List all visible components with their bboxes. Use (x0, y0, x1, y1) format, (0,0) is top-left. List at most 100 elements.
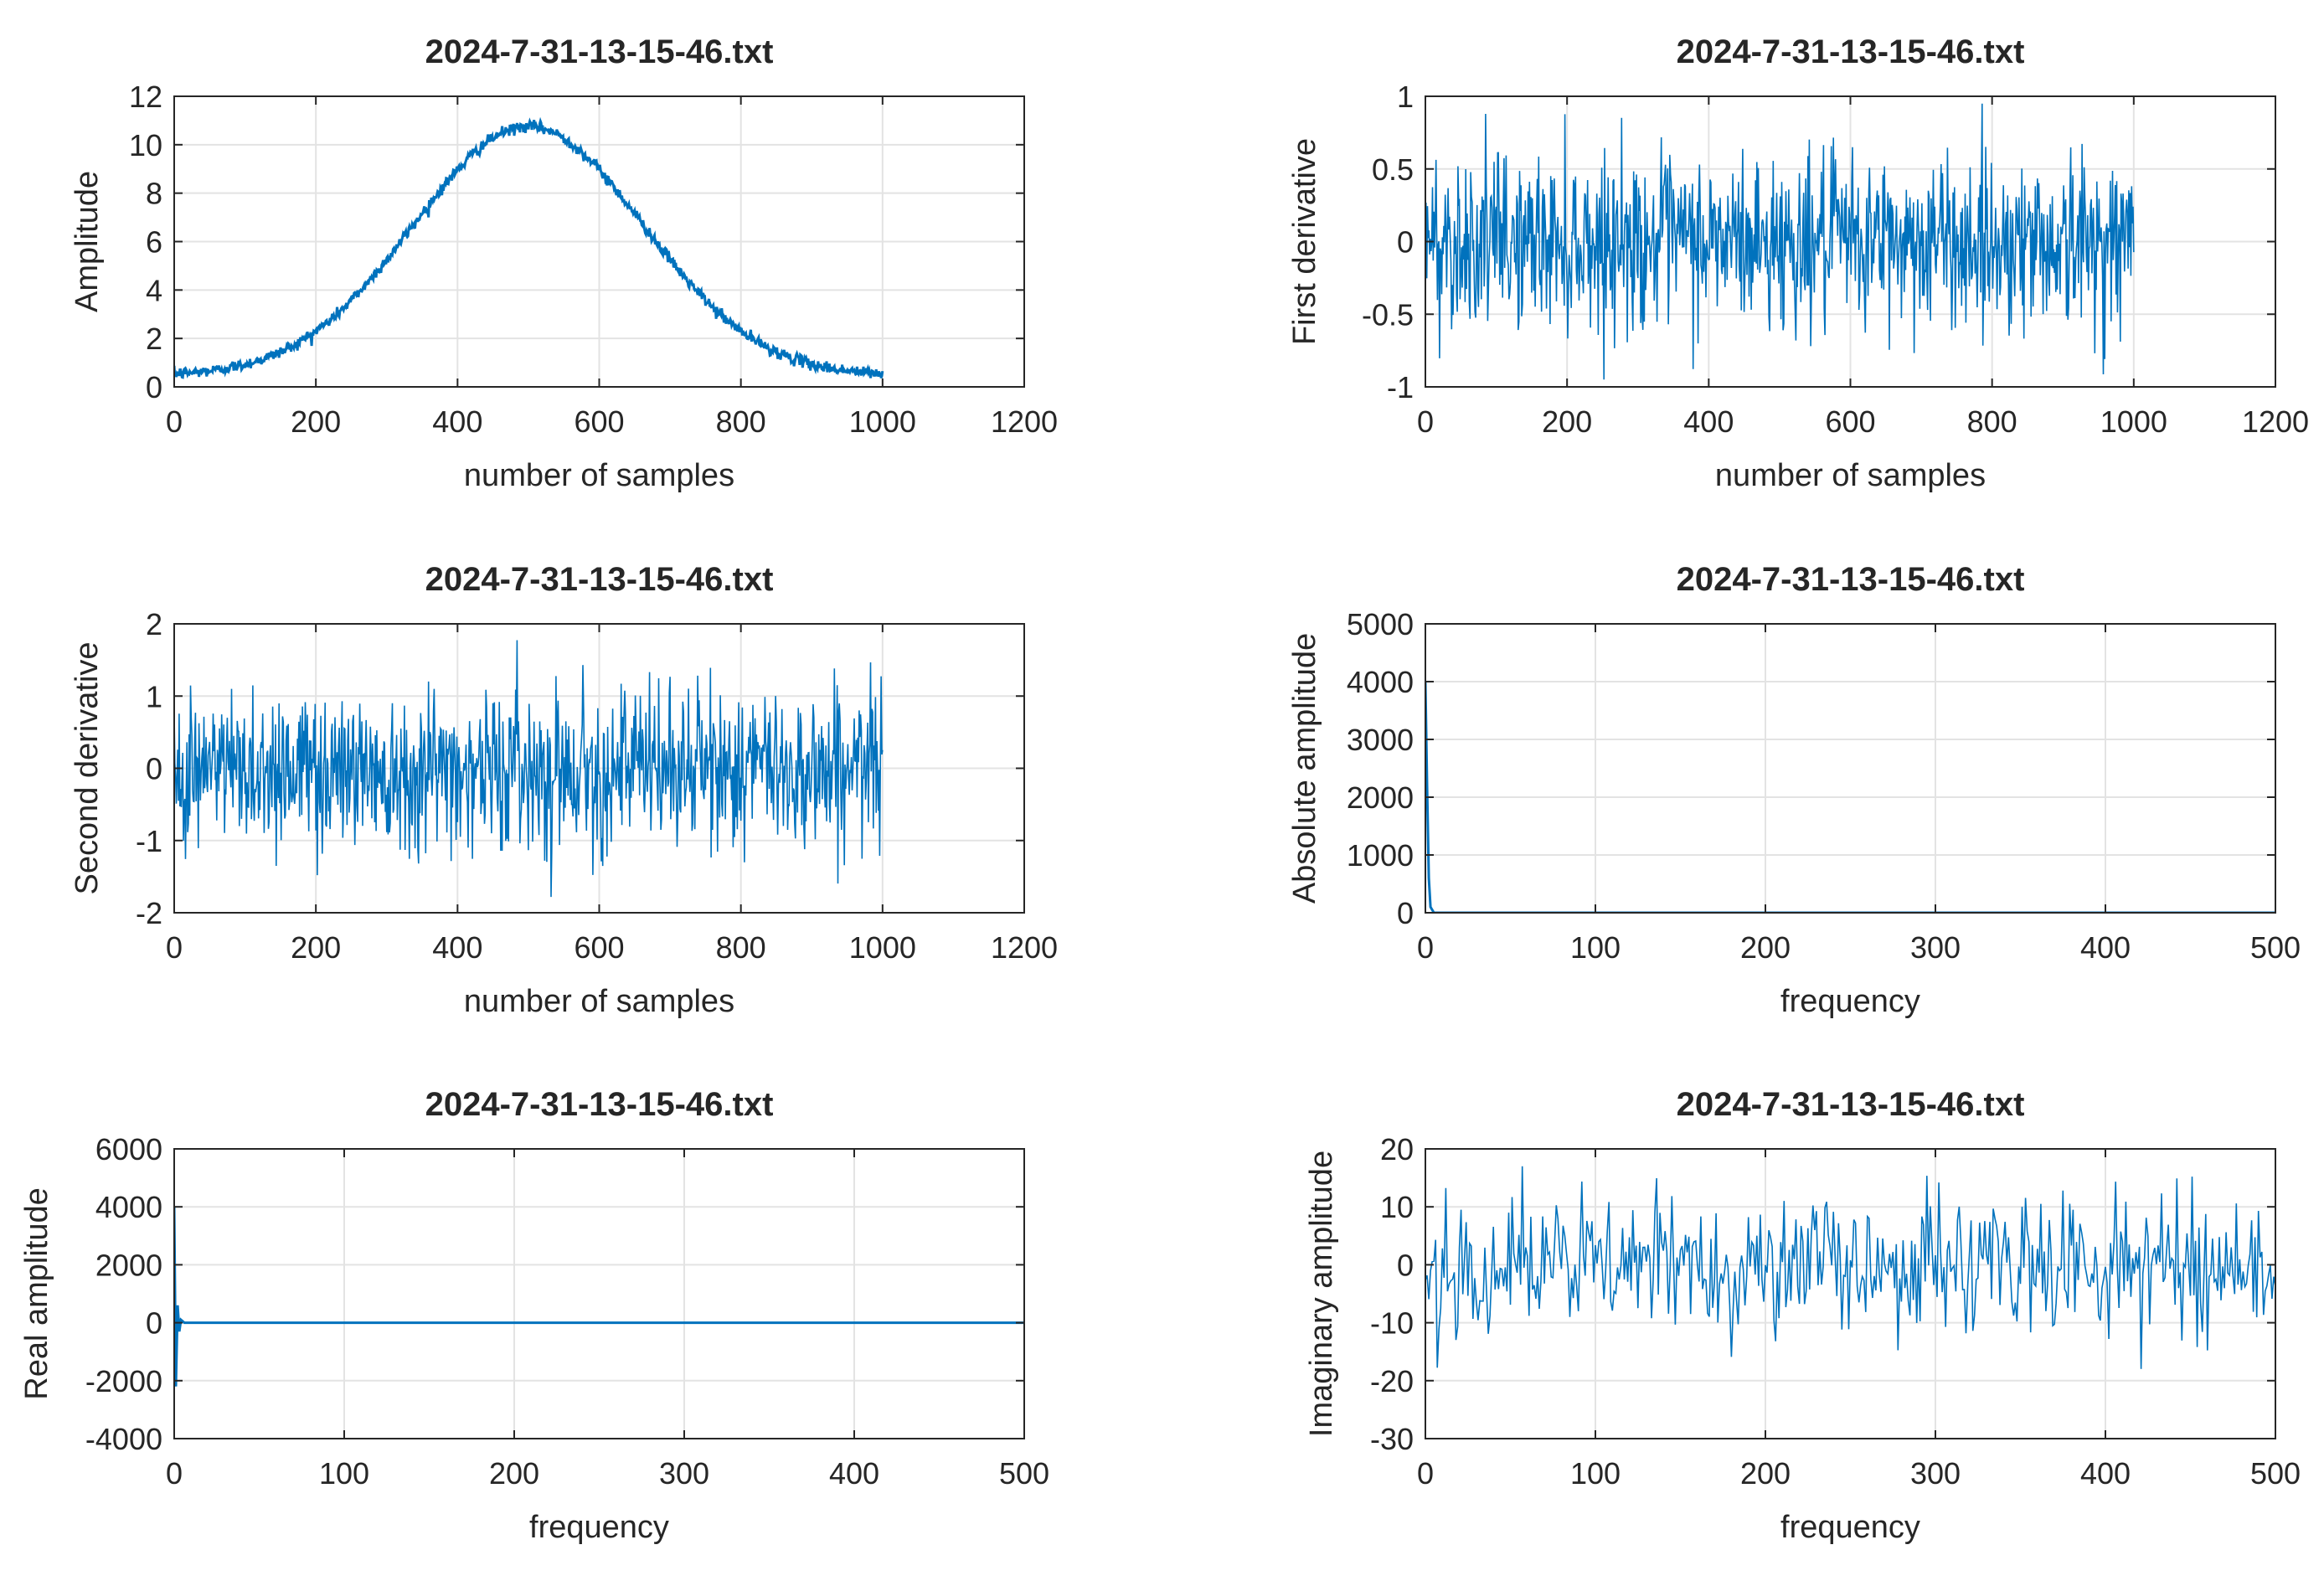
x-tick-label: 400 (829, 1456, 879, 1491)
y-tick-label: -2000 (85, 1364, 162, 1398)
y-tick-label: 12 (129, 80, 162, 114)
x-tick-label: 1200 (2242, 404, 2309, 439)
chart-title: 2024-7-31-13-15-46.txt (1677, 561, 2025, 598)
y-tick-label: -0.5 (1362, 297, 1414, 332)
x-tick-label: 300 (1910, 930, 1961, 965)
x-tick-label: 1200 (991, 930, 1058, 965)
y-tick-label: 4000 (95, 1190, 162, 1224)
x-tick-label: 1200 (991, 404, 1058, 439)
subplot-4: 0 100 200 300 400 500010002000300040005000202… (1287, 561, 2301, 1019)
y-tick-label: 10 (129, 128, 162, 162)
x-tick-label: 200 (1740, 1456, 1791, 1491)
x-axis-label: frequency (1780, 1510, 1920, 1545)
x-tick-label: 200 (1740, 930, 1791, 965)
y-tick-label: 8 (146, 177, 162, 211)
x-tick-label: 200 (291, 930, 341, 965)
series-line (1425, 103, 2135, 380)
x-tick-label: 1000 (849, 930, 916, 965)
x-axis-label: frequency (1780, 984, 1920, 1019)
y-tick-label: 1 (1397, 80, 1414, 114)
y-tick-label: 10 (1380, 1190, 1414, 1224)
x-tick-label: 1000 (2100, 404, 2167, 439)
y-axis-label: Amplitude (70, 171, 105, 312)
x-tick-label: 100 (1570, 930, 1621, 965)
y-tick-label: 0 (146, 1306, 162, 1341)
y-tick-label: 4 (146, 273, 162, 307)
subplot-3: 0 200 400 600 800 1000 1200 -2 -1 0 1 2 2024-7-31-13… (70, 561, 1058, 1019)
series-line (174, 640, 884, 898)
x-tick-label: 1000 (849, 404, 916, 439)
x-tick-label: 0 (166, 1456, 183, 1491)
x-tick-label: 600 (1825, 404, 1875, 439)
x-tick-label: 100 (1570, 1456, 1621, 1491)
y-axis-label: Imaginary amplitude (1304, 1151, 1339, 1437)
x-tick-label: 200 (291, 404, 341, 439)
subplot-2: 0 200 400 600 800 1000 1200 -1 -0.5 0 0.5 1 2024-7-3… (1287, 33, 2309, 493)
chart-title: 2024-7-31-13-15-46.txt (1677, 1086, 2025, 1123)
axes-box (1425, 623, 2276, 914)
y-tick-label: -30 (1370, 1422, 1414, 1456)
series-line (1425, 681, 2275, 913)
series-line (1425, 1166, 2275, 1369)
y-tick-label: 1000 (1347, 838, 1414, 873)
x-tick-label: 500 (2250, 1456, 2301, 1491)
y-tick-label: 0.5 (1372, 152, 1414, 187)
x-tick-label: 800 (1967, 404, 2017, 439)
subplot-5: 0 100 200 300 400 500 -4000 -2000 0 2000 4000 6000 2… (19, 1086, 1049, 1545)
subplot-6: 0 100 200 300 400 500 -30 -20 -10 0 10 20 2024-7-31-… (1304, 1086, 2301, 1545)
chart-title: 2024-7-31-13-15-46.txt (425, 561, 774, 598)
y-tick-label: 6 (146, 225, 162, 260)
x-tick-label: 400 (2080, 1456, 2131, 1491)
series-line (174, 1207, 1024, 1387)
x-tick-label: 500 (2250, 930, 2301, 965)
x-tick-label: 800 (716, 930, 766, 965)
y-axis-label: Absolute amplitude (1287, 633, 1322, 904)
x-tick-label: 600 (574, 930, 624, 965)
y-tick-label: -20 (1370, 1364, 1414, 1398)
chart-title: 2024-7-31-13-15-46.txt (425, 33, 774, 70)
axes-box (173, 1148, 1025, 1439)
y-tick-label: 0 (1397, 225, 1414, 260)
chart-title: 2024-7-31-13-15-46.txt (425, 1086, 774, 1123)
x-tick-label: 400 (1683, 404, 1734, 439)
x-tick-label: 300 (1910, 1456, 1961, 1491)
x-tick-label: 200 (1542, 404, 1592, 439)
x-tick-label: 0 (166, 404, 183, 439)
x-tick-label: 0 (1417, 930, 1434, 965)
x-tick-label: 400 (432, 930, 482, 965)
axes-box (1425, 1148, 2276, 1439)
x-axis-label: number of samples (1715, 458, 1986, 493)
series-line (174, 116, 884, 379)
y-tick-label: 4000 (1347, 665, 1414, 699)
y-tick-label: 2 (146, 607, 162, 641)
x-tick-label: 500 (999, 1456, 1049, 1491)
y-tick-label: -2 (136, 896, 162, 930)
plot-area (1425, 1149, 2275, 1439)
x-tick-label: 0 (1417, 404, 1434, 439)
y-tick-label: -1 (1387, 370, 1414, 404)
x-tick-label: 400 (432, 404, 482, 439)
y-tick-label: 20 (1380, 1132, 1414, 1166)
x-tick-label: 0 (1417, 1456, 1434, 1491)
x-tick-label: 100 (319, 1456, 369, 1491)
y-tick-label: 0 (146, 752, 162, 786)
subplot-1: 0 200 400 600 800 1000 1200 0 2 4 6 8 10 12 2024-7-31-… (70, 33, 1058, 493)
y-tick-label: -4000 (85, 1422, 162, 1456)
plot-area (174, 1149, 1024, 1439)
x-tick-label: 0 (166, 930, 183, 965)
y-axis-label: Second derivative (70, 641, 105, 894)
x-tick-label: 400 (2080, 930, 2131, 965)
y-tick-label: 2 (146, 322, 162, 356)
x-axis-label: number of samples (464, 458, 734, 493)
y-tick-label: 0 (1397, 1248, 1414, 1282)
y-tick-label: 1 (146, 679, 162, 713)
y-tick-label: 6000 (95, 1132, 162, 1166)
x-tick-label: 800 (716, 404, 766, 439)
y-tick-label: -10 (1370, 1306, 1414, 1341)
y-tick-label: 5000 (1347, 607, 1414, 641)
y-tick-label: 0 (1397, 896, 1414, 930)
x-axis-label: number of samples (464, 984, 734, 1019)
y-axis-label: Real amplitude (19, 1187, 54, 1399)
x-axis-label: frequency (529, 1510, 669, 1545)
